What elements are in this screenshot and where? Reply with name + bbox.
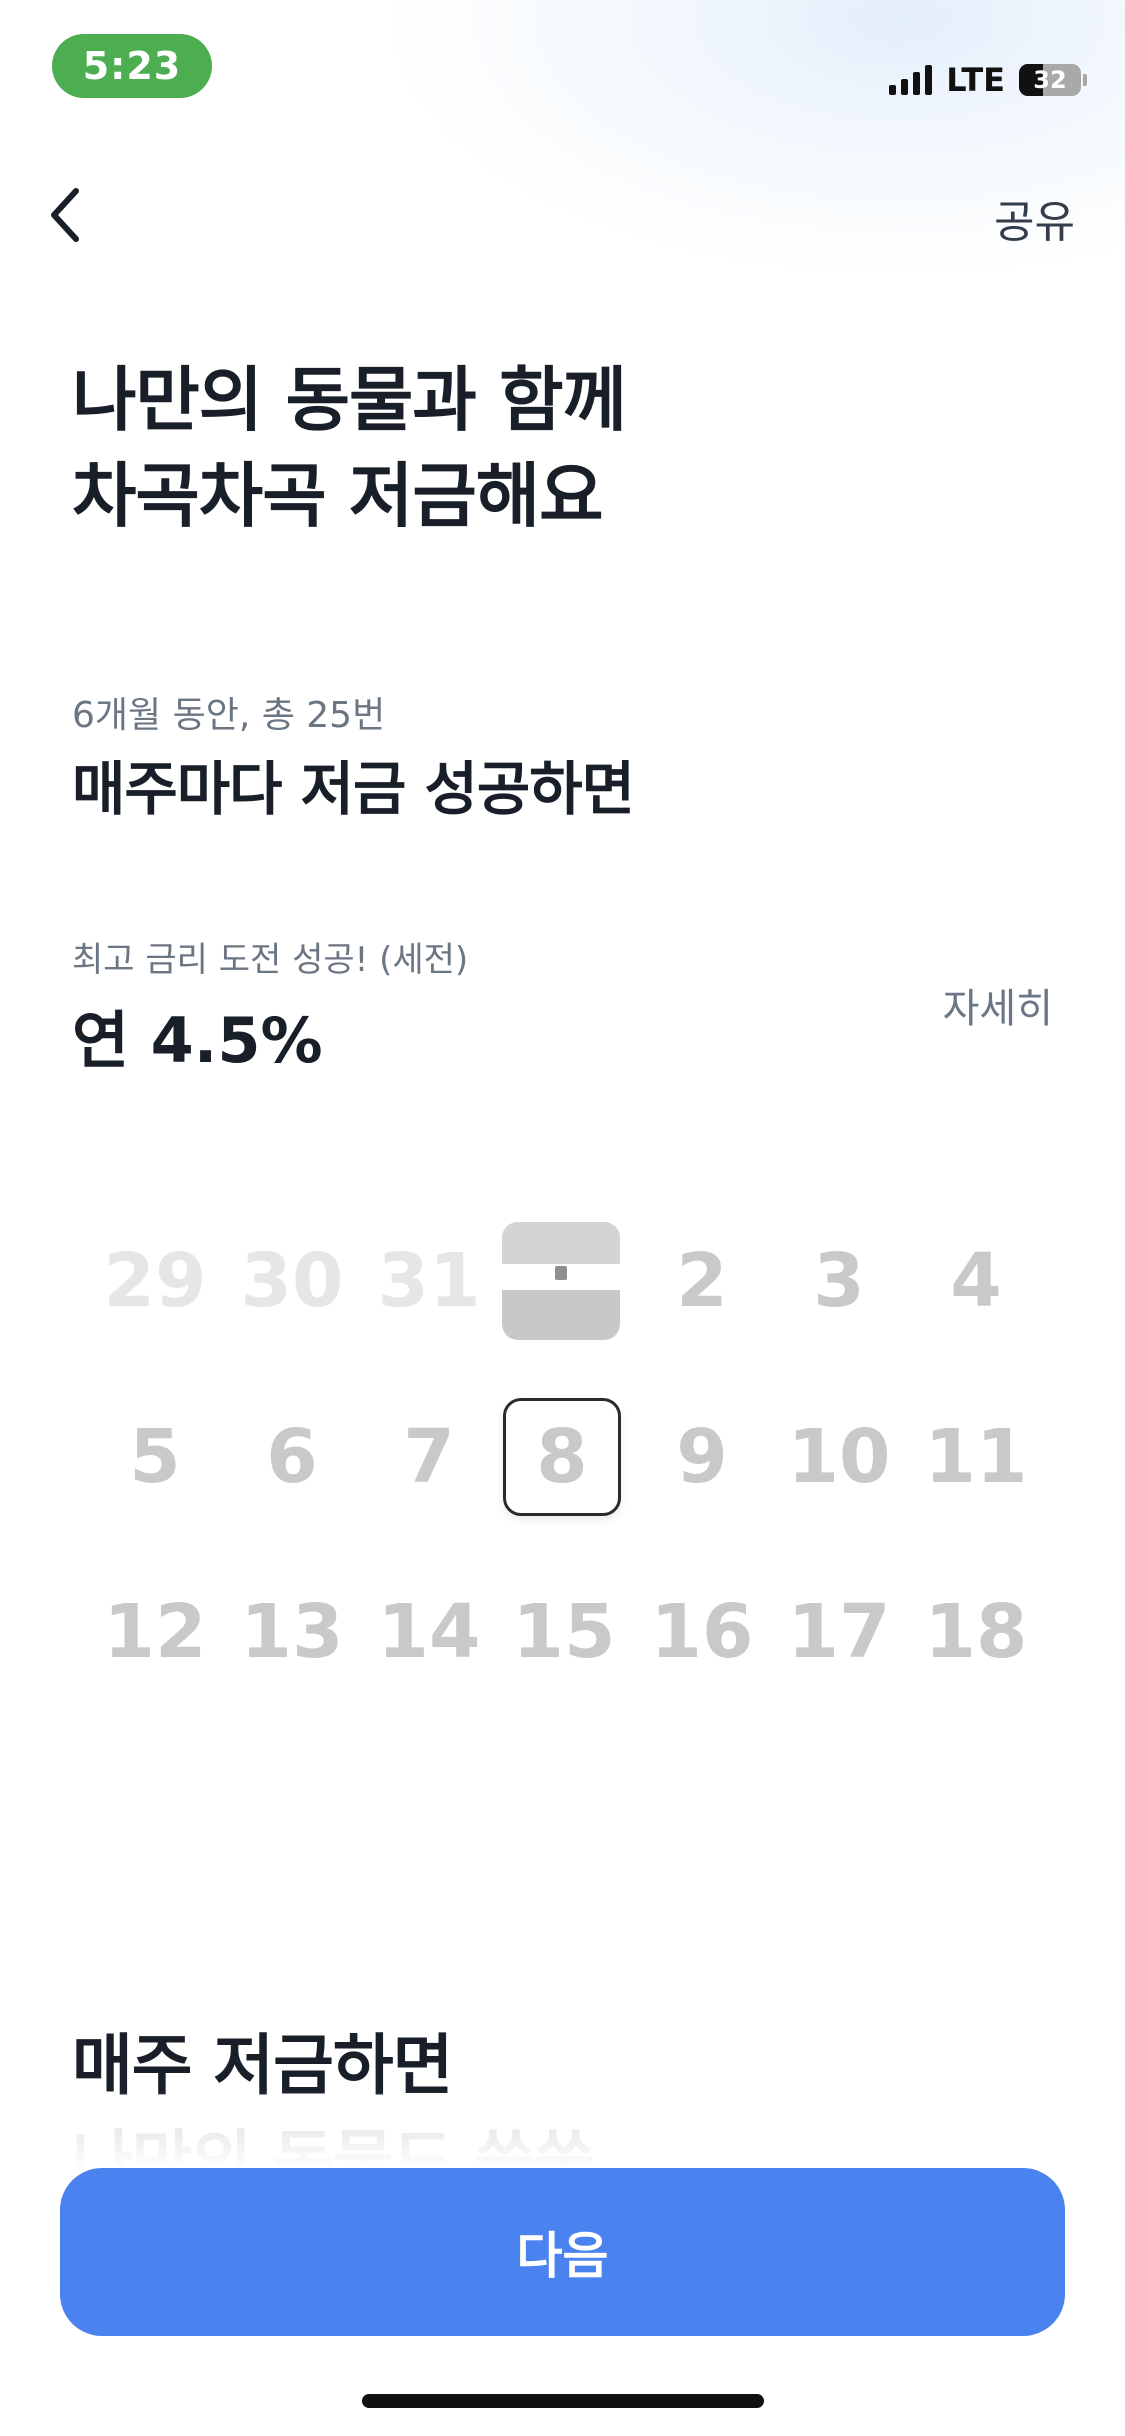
rate-caption: 최고 금리 도전 성공! (세전) bbox=[72, 940, 469, 980]
calendar-day: 4 bbox=[950, 1238, 1002, 1324]
status-indicators: LTE 32 bbox=[889, 60, 1087, 100]
share-button[interactable]: 공유 bbox=[994, 197, 1075, 248]
battery-level: 32 bbox=[1033, 66, 1067, 94]
calendar-day: 11 bbox=[924, 1414, 1028, 1500]
calendar-day: 30 bbox=[240, 1238, 344, 1324]
page-headline: 나만의 동물과 함께 차곡차곡 저금해요 bbox=[72, 352, 627, 544]
calendar-day: 7 bbox=[403, 1414, 455, 1500]
calendar-day: 3 bbox=[813, 1238, 865, 1324]
rate-value: 연 4.5% bbox=[72, 1004, 323, 1077]
calendar-day: 10 bbox=[787, 1414, 891, 1500]
calendar-day: 16 bbox=[650, 1589, 754, 1675]
calendar-day: 18 bbox=[924, 1589, 1028, 1675]
calendar-day: 14 bbox=[377, 1589, 481, 1675]
calendar-row-3: 12 13 14 15 16 17 18 bbox=[0, 1573, 1125, 1693]
calendar-day: 13 bbox=[240, 1589, 344, 1675]
battery-icon: 32 bbox=[1019, 64, 1081, 96]
calendar-row-2: 5 6 7 8 9 10 11 bbox=[0, 1398, 1125, 1518]
detail-button[interactable]: 자세히 bbox=[942, 986, 1053, 1032]
status-time: 5:23 bbox=[52, 34, 212, 98]
network-label: LTE bbox=[946, 61, 1005, 99]
treasure-chest-icon bbox=[502, 1222, 620, 1340]
calendar-day: 31 bbox=[377, 1238, 481, 1324]
signal-icon bbox=[889, 65, 933, 95]
chevron-left-icon bbox=[51, 188, 79, 242]
plan-title: 매주마다 저금 성공하면 bbox=[72, 755, 635, 823]
calendar-day: 6 bbox=[266, 1414, 318, 1500]
battery-tip bbox=[1083, 74, 1087, 86]
headline-line-1: 나만의 동물과 함께 bbox=[72, 359, 627, 441]
plan-caption: 6개월 동안, 총 25번 bbox=[72, 695, 386, 736]
calendar-row-1: 29 30 31 2 3 4 bbox=[0, 1222, 1125, 1342]
calendar-day: 12 bbox=[103, 1589, 207, 1675]
calendar-day: 15 bbox=[512, 1589, 616, 1675]
calendar-day: 2 bbox=[676, 1238, 728, 1324]
calendar-day: 9 bbox=[676, 1414, 728, 1500]
back-button[interactable] bbox=[46, 180, 106, 250]
home-indicator bbox=[362, 2394, 764, 2408]
headline-line-2: 차곡차곡 저금해요 bbox=[72, 455, 604, 537]
calendar-day: 17 bbox=[787, 1589, 891, 1675]
next-button[interactable]: 다음 bbox=[60, 2168, 1065, 2336]
calendar-day-today: 8 bbox=[503, 1398, 621, 1516]
calendar-day: 29 bbox=[103, 1238, 207, 1324]
calendar-day: 5 bbox=[129, 1414, 181, 1500]
scroll-fade bbox=[0, 2090, 1125, 2170]
